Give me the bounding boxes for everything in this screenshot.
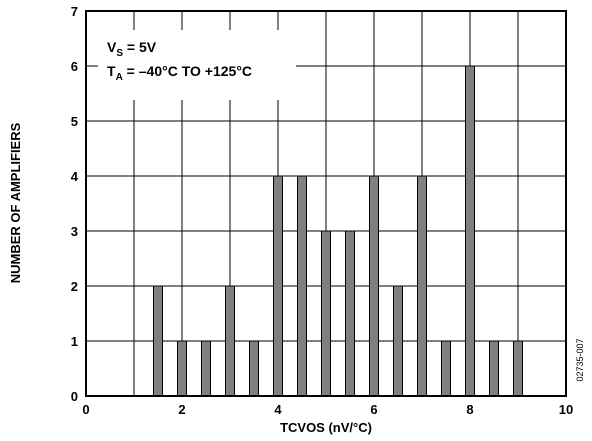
annotation-background: [98, 30, 296, 100]
bar: [153, 285, 163, 397]
x-tick-label: 0: [82, 402, 89, 417]
x-axis-title: TCVOS (nV/°C): [280, 420, 372, 435]
y-tick-label: 7: [71, 4, 78, 19]
y-tick-labels: 0 1 2 3 4 5 6 7: [71, 4, 79, 404]
bar: [393, 285, 403, 397]
bar: [321, 230, 331, 397]
y-tick-label: 3: [71, 224, 78, 239]
supply-voltage-annotation: VS = 5V: [107, 39, 157, 59]
y-tick-label: 6: [71, 59, 78, 74]
bars-group: [153, 65, 523, 397]
figure-id-label: 02735-007: [575, 338, 585, 381]
y-tick-label: 5: [71, 114, 78, 129]
bar: [465, 65, 475, 397]
bar: [297, 175, 307, 397]
x-tick-labels: 0 2 4 6 8 10: [82, 402, 573, 417]
bar: [201, 340, 211, 397]
x-tick-label: 2: [178, 402, 185, 417]
plot-frame: [85, 10, 567, 397]
bar: [273, 175, 283, 397]
y-tick-label: 0: [71, 389, 78, 404]
y-tick-label: 2: [71, 279, 78, 294]
bar: [417, 175, 427, 397]
bar: [441, 340, 451, 397]
x-tick-label: 6: [370, 402, 377, 417]
bar: [489, 340, 499, 397]
temperature-annotation: TA = –40°C TO +125°C: [107, 63, 252, 83]
x-tick-label: 10: [559, 402, 573, 417]
x-tick-label: 8: [466, 402, 473, 417]
bar: [225, 285, 235, 397]
y-tick-label: 1: [71, 334, 78, 349]
y-tick-label: 4: [71, 169, 79, 184]
bar: [369, 175, 379, 397]
x-tick-label: 4: [274, 402, 282, 417]
bar: [177, 340, 187, 397]
bar: [249, 340, 259, 397]
bar: [513, 340, 523, 397]
y-axis-title: NUMBER OF AMPLIFIERS: [8, 122, 23, 283]
bar: [345, 230, 355, 397]
